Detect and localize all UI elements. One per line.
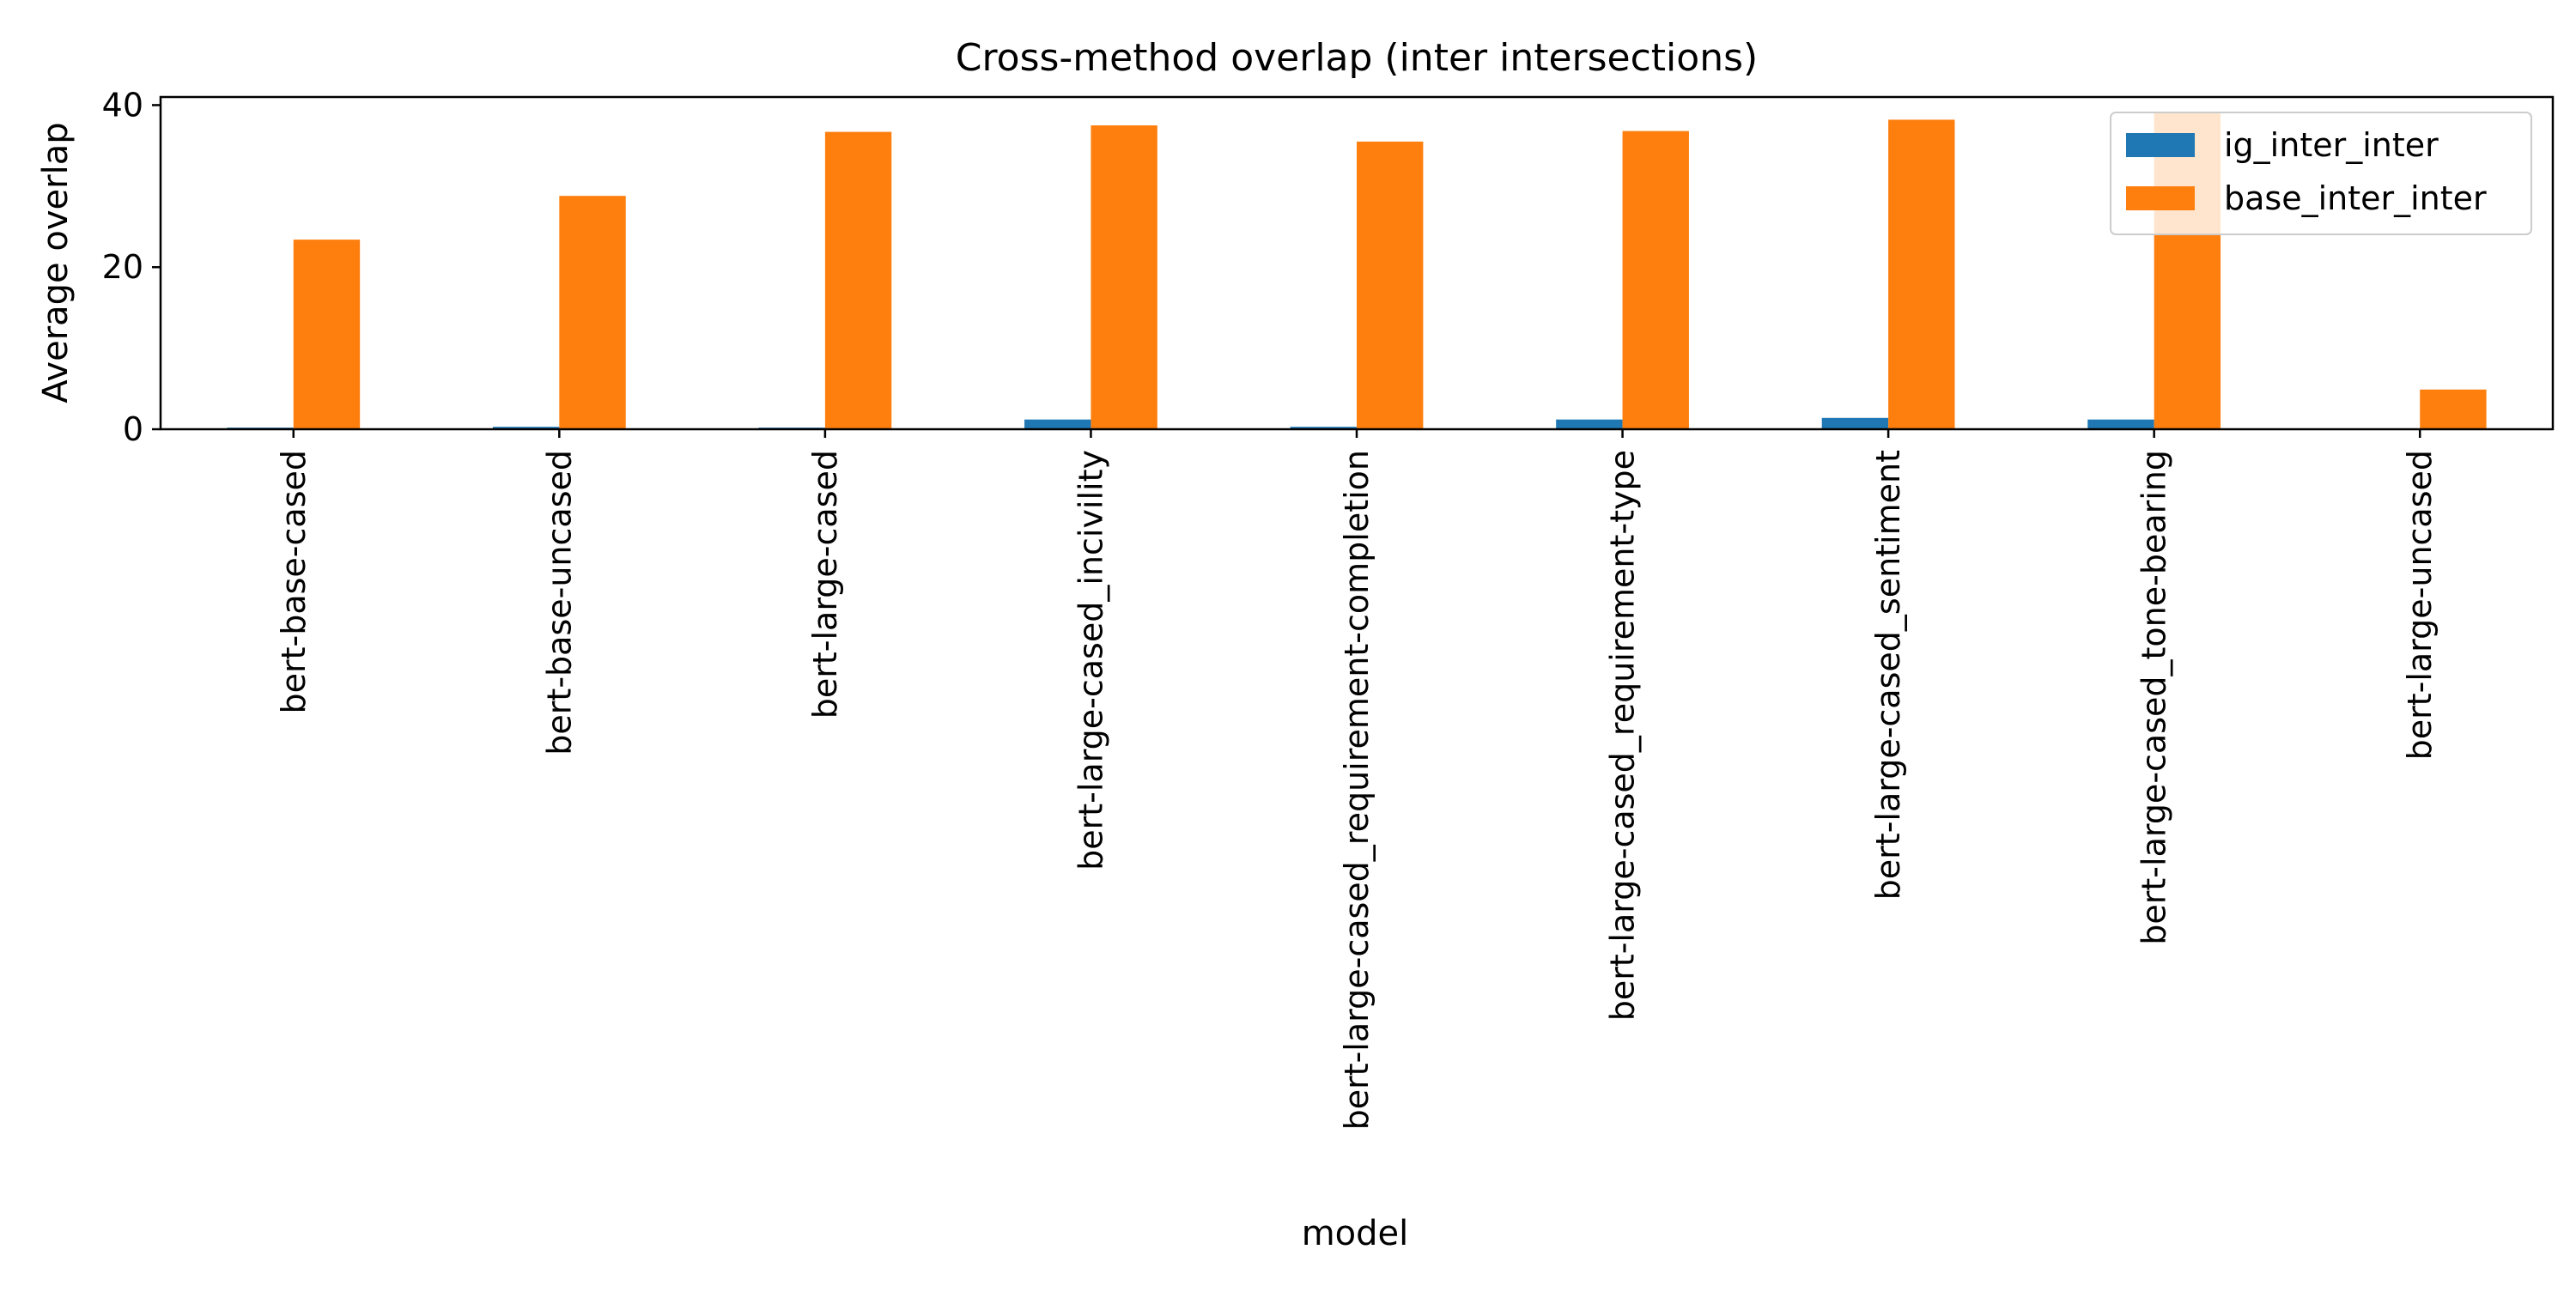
bar-ig_inter_inter-5 xyxy=(1556,419,1623,429)
x-tick-label: bert-base-uncased xyxy=(540,450,578,755)
bar-ig_inter_inter-7 xyxy=(2087,419,2154,429)
y-axis: 0 20 40 xyxy=(102,86,161,448)
bar-ig_inter_inter-1 xyxy=(492,427,560,429)
x-tick-label: bert-large-cased_requirement-type xyxy=(1604,450,1642,1021)
y-tick-label: 40 xyxy=(102,86,143,124)
legend-box xyxy=(2110,112,2532,235)
x-axis: bert-base-cased bert-base-uncased bert-lar… xyxy=(275,429,2439,1130)
bar-base_inter_inter-3 xyxy=(1091,125,1157,430)
x-axis-title: model xyxy=(1302,1214,1409,1253)
bar-base_inter_inter-6 xyxy=(1888,119,1955,429)
y-tick-label: 20 xyxy=(102,248,143,286)
bar-base_inter_inter-5 xyxy=(1622,130,1689,429)
x-tick-label: bert-large-uncased xyxy=(2401,450,2439,760)
x-tick-label: bert-large-cased_requirement-completion xyxy=(1338,450,1376,1130)
bar-ig_inter_inter-3 xyxy=(1024,419,1091,429)
x-tick-label: bert-large-cased xyxy=(806,450,844,719)
bar-base_inter_inter-4 xyxy=(1357,141,1424,429)
legend-label-base_inter_inter: base_inter_inter xyxy=(2224,179,2487,217)
legend-label-ig_inter_inter: ig_inter_inter xyxy=(2224,126,2439,164)
y-axis-title: Average overlap xyxy=(36,122,76,403)
bars-layer xyxy=(227,112,2487,430)
legend: ig_inter_inter base_inter_inter xyxy=(2110,112,2532,235)
x-tick-label: bert-large-cased_sentiment xyxy=(1869,450,1907,900)
bar-base_inter_inter-1 xyxy=(559,196,626,429)
x-tick-label: bert-large-cased_tone-bearing xyxy=(2136,450,2173,945)
y-tick-label: 0 xyxy=(123,410,143,448)
chart-title: Cross-method overlap (inter intersection… xyxy=(956,36,1758,80)
bar-ig_inter_inter-6 xyxy=(1821,417,1889,429)
legend-swatch-base_inter_inter xyxy=(2126,186,2195,210)
bar-ig_inter_inter-4 xyxy=(1290,427,1357,429)
bar-base_inter_inter-8 xyxy=(2420,389,2487,429)
bar-base_inter_inter-0 xyxy=(293,240,361,429)
x-tick-label: bert-large-cased_incivility xyxy=(1072,450,1109,870)
x-tick-label: bert-base-cased xyxy=(275,450,313,714)
bar-base_inter_inter-2 xyxy=(824,131,892,429)
legend-swatch-ig_inter_inter xyxy=(2126,133,2195,157)
